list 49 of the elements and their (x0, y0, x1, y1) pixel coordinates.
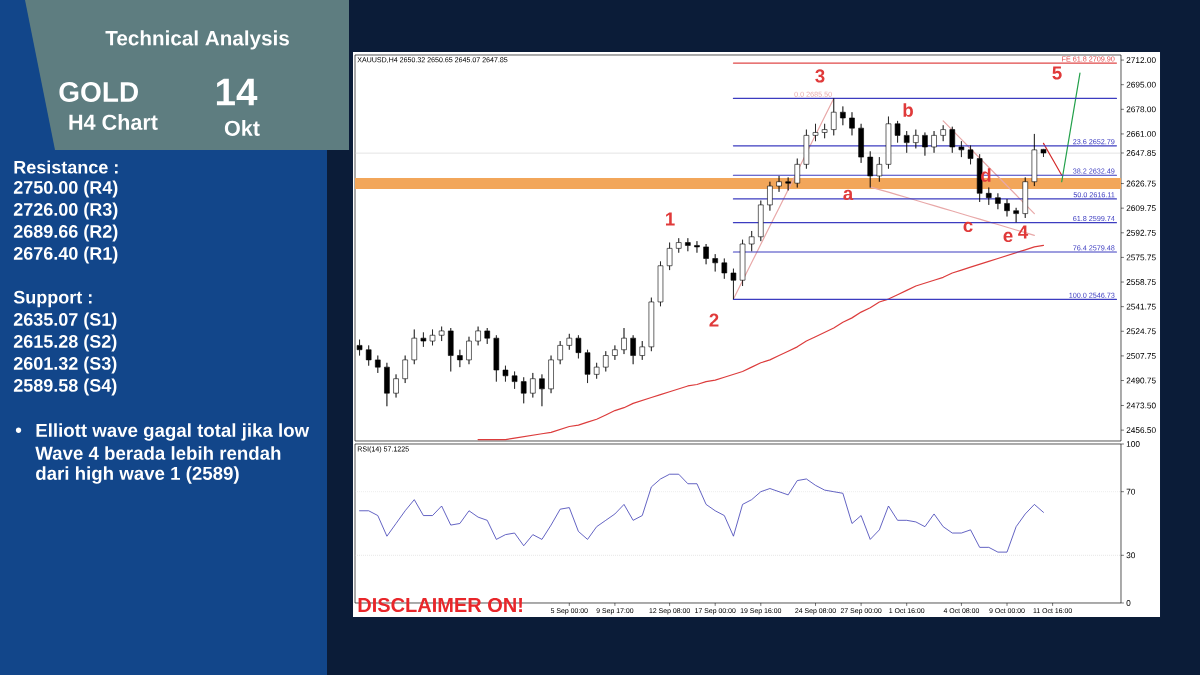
text: 2726.00 (R3) (13, 202, 118, 220)
y-tick-label: 2592.75 (1126, 229, 1156, 236)
annotation: 4 (1018, 225, 1029, 239)
annotation: c (963, 221, 973, 233)
text: • (15, 427, 22, 433)
text: Elliott wave gagal total jika low (36, 423, 310, 441)
y-tick-label: 2609.75 (1126, 205, 1156, 212)
annotation: 3 (815, 69, 825, 83)
text: 2676.40 (R1) (13, 246, 118, 264)
y-tick-label: 2473.50 (1126, 402, 1156, 409)
text: 2601.32 (S3) (13, 356, 117, 374)
annotation: 2 (709, 313, 719, 327)
annotation: 5 (1052, 66, 1062, 80)
y-tick-label: 2695.00 (1126, 81, 1156, 88)
y-tick-label: 2507.75 (1126, 352, 1156, 359)
annotation: a (843, 189, 854, 201)
annotation: e (1003, 231, 1013, 243)
text: Wave 4 berada lebih rendah (35, 446, 281, 460)
annotation: DISCLAIMER ON! (358, 597, 522, 613)
text: 14 (216, 78, 258, 106)
y-tick-label: 2647.85 (1126, 150, 1156, 156)
annotation: 1 (665, 212, 675, 226)
y-tick-label: 2456.50 (1126, 427, 1156, 434)
text: 2750.00 (R4) (13, 180, 118, 198)
annotation: b (903, 103, 913, 117)
text: Resistance : (14, 160, 118, 174)
y-tick-label: 2712.00 (1126, 57, 1156, 63)
y-tick-label: 0 (1126, 600, 1131, 606)
text: Technical Analysis (105, 30, 289, 50)
y-tick-label: 2575.75 (1126, 254, 1156, 261)
y-tick-label: 70 (1126, 488, 1136, 495)
y-tick-label: 2541.75 (1126, 303, 1156, 310)
y-tick-label: 100 (1126, 441, 1140, 447)
text: Support : (13, 290, 92, 308)
text: 2615.28 (S2) (13, 334, 117, 352)
text: 2589.58 (S4) (13, 378, 117, 396)
y-tick-label: 2558.75 (1126, 279, 1156, 285)
y-tick-label: 2678.00 (1126, 106, 1156, 113)
text: Okt (224, 120, 260, 136)
y-tick-label: 30 (1126, 552, 1136, 559)
y-tick-label: 2524.75 (1126, 328, 1156, 335)
text: H4 Chart (69, 114, 158, 130)
y-tick-label: 2490.75 (1126, 377, 1156, 384)
y-tick-label: 2661.00 (1126, 131, 1156, 137)
text: GOLD (59, 82, 138, 102)
text: 2635.07 (S1) (13, 312, 117, 330)
text: 2689.66 (R2) (13, 224, 118, 242)
y-tick-label: 2626.75 (1126, 180, 1156, 187)
text: dari high wave 1 (2589) (36, 466, 239, 484)
